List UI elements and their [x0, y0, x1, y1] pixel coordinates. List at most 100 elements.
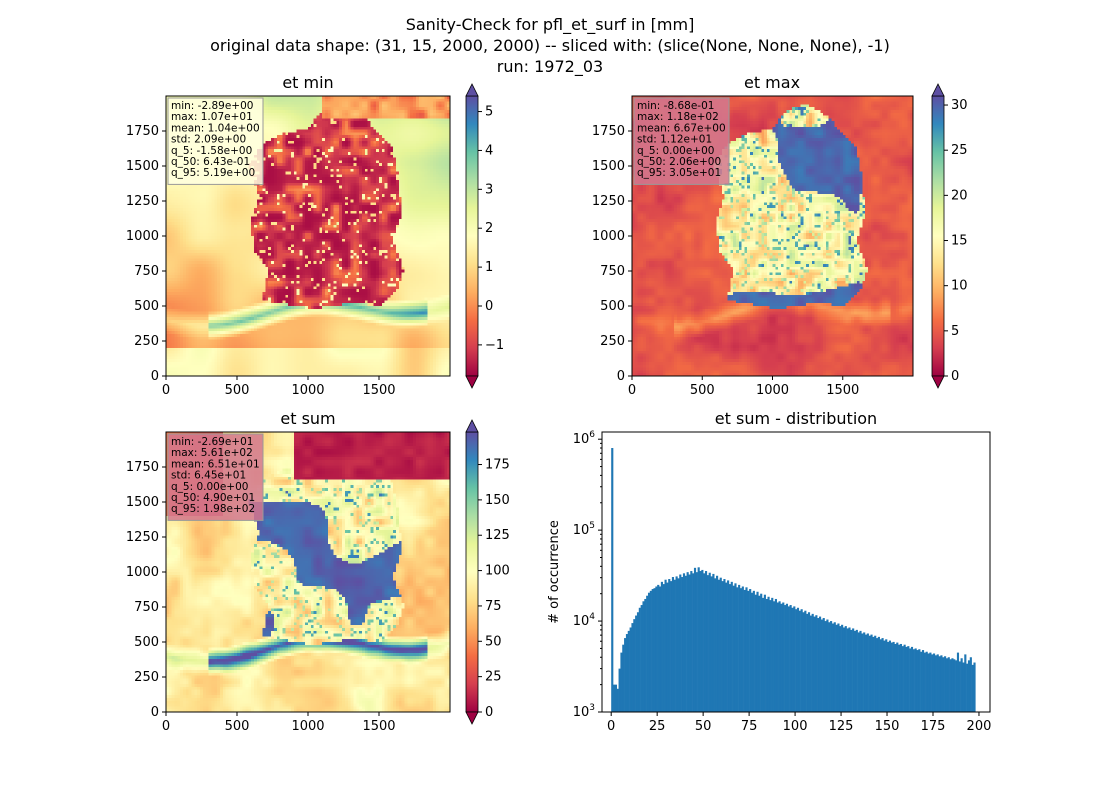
histogram-bar	[732, 585, 735, 712]
histogram-bar	[947, 657, 950, 712]
y-tick-label: 250	[600, 334, 625, 349]
histogram-bar	[818, 616, 822, 712]
colorbar-tick-label: 100	[485, 564, 510, 579]
histogram-bar	[647, 592, 651, 712]
histogram-bar	[710, 576, 713, 712]
histogram-bar	[649, 590, 652, 712]
histogram-bar	[671, 577, 675, 712]
y-tick-label: 1000	[126, 229, 159, 244]
stats-box	[167, 433, 264, 521]
histogram-bar	[659, 586, 662, 712]
histogram-bar	[763, 594, 766, 712]
histogram-bar	[817, 618, 820, 712]
histogram-bar	[666, 582, 669, 712]
stats-line: max: 1.18e+02	[637, 111, 719, 123]
histogram-bar	[635, 615, 638, 712]
histogram-bar	[955, 660, 958, 712]
histogram-bar	[664, 579, 667, 712]
histogram-bar	[857, 632, 860, 712]
histogram-bar	[708, 572, 711, 712]
colorbar-tick-label: 15	[951, 234, 968, 249]
histogram-bar	[945, 658, 949, 712]
x-tick-label: 175	[921, 719, 946, 734]
histogram-bar	[655, 586, 658, 712]
histogram-bar	[767, 596, 770, 712]
histogram-bar	[966, 663, 969, 712]
histogram-bar	[633, 619, 636, 712]
x-tick-label: 1000	[291, 383, 324, 398]
stats-line: q_50: 4.90e+01	[171, 492, 255, 504]
histogram-bar	[796, 607, 800, 712]
histogram-bar	[738, 584, 741, 712]
histogram-bar	[747, 590, 750, 712]
histogram-bar	[940, 655, 943, 712]
x-tick-label: 1500	[362, 383, 395, 398]
histogram-bar	[883, 640, 886, 712]
stats-line: mean: 6.67e+00	[637, 122, 726, 134]
histogram-bar	[701, 569, 704, 712]
histogram-bar	[741, 586, 744, 712]
histogram-bar	[758, 595, 761, 712]
histogram-bar	[813, 616, 816, 712]
stats-line: q_50: 6.43e-01	[171, 156, 250, 168]
histogram-bar	[861, 633, 864, 712]
histogram-bar	[942, 657, 945, 712]
histogram-bar	[646, 595, 649, 712]
stats-line: q_95: 5.19e+00	[171, 167, 255, 179]
histogram-bar	[754, 594, 757, 712]
y-tick-label: 250	[134, 334, 159, 349]
histogram-bar	[739, 588, 743, 712]
colorbar-tick-label: 25	[485, 670, 502, 685]
histogram-bar	[912, 649, 915, 712]
x-tick-label: 0	[628, 383, 636, 398]
colorbar-tick-label: 4	[485, 143, 493, 158]
histogram-bar	[642, 601, 645, 712]
histogram-bar	[898, 644, 901, 712]
x-tick-label: 200	[967, 719, 992, 734]
histogram-bar	[653, 588, 656, 712]
histogram-bar	[644, 598, 647, 712]
histogram-bar	[734, 583, 737, 712]
histogram-bar	[969, 657, 972, 712]
stats-line: min: -2.69e+01	[171, 436, 253, 448]
y-tick-label: 500	[600, 299, 625, 314]
x-tick-label: 0	[162, 383, 170, 398]
stats-line: q_5: 0.00e+00	[637, 145, 714, 157]
histogram-bar	[802, 612, 805, 712]
stats-line: std: 2.09e+00	[171, 134, 246, 146]
colorbar-tick-label: 5	[951, 324, 959, 339]
y-tick-label: 1750	[126, 460, 159, 475]
histogram-bar	[868, 635, 871, 712]
histogram-bar	[625, 634, 629, 712]
histogram-bar	[927, 653, 930, 712]
histogram-bar	[662, 584, 665, 712]
suptitle-line-2: original data shape: (31, 15, 2000, 2000…	[210, 36, 890, 55]
y-tick-label: 1500	[126, 495, 159, 510]
y-tick-label: 1750	[592, 124, 625, 139]
x-tick-label: 50	[695, 719, 712, 734]
histogram-bar	[778, 601, 781, 712]
histogram-bar	[673, 579, 676, 712]
et-sum-distribution-title: et sum - distribution	[715, 409, 877, 428]
colorbar-extend-bottom	[931, 375, 945, 389]
histogram-bar	[616, 688, 619, 712]
y-tick-label: 750	[600, 264, 625, 279]
histogram-bar	[846, 628, 849, 712]
histogram-bar	[692, 573, 695, 712]
histogram-bar	[631, 623, 634, 712]
histogram-bar	[730, 581, 733, 712]
histogram-bar	[903, 644, 906, 712]
histogram-bar	[914, 648, 917, 712]
histogram-bar	[887, 641, 890, 712]
y-tick-label: 500	[134, 299, 159, 314]
histogram-bar	[925, 651, 928, 712]
x-tick-label: 25	[649, 719, 666, 734]
x-tick-label: 75	[741, 719, 758, 734]
histogram-bar	[752, 590, 755, 712]
histogram-bar	[828, 622, 831, 712]
histogram-bar	[614, 684, 618, 712]
colorbar-tick-label: 5	[485, 105, 493, 120]
histogram-bar	[848, 627, 851, 712]
histogram-bar	[809, 615, 812, 712]
colorbar-tick-label: 175	[485, 458, 510, 473]
